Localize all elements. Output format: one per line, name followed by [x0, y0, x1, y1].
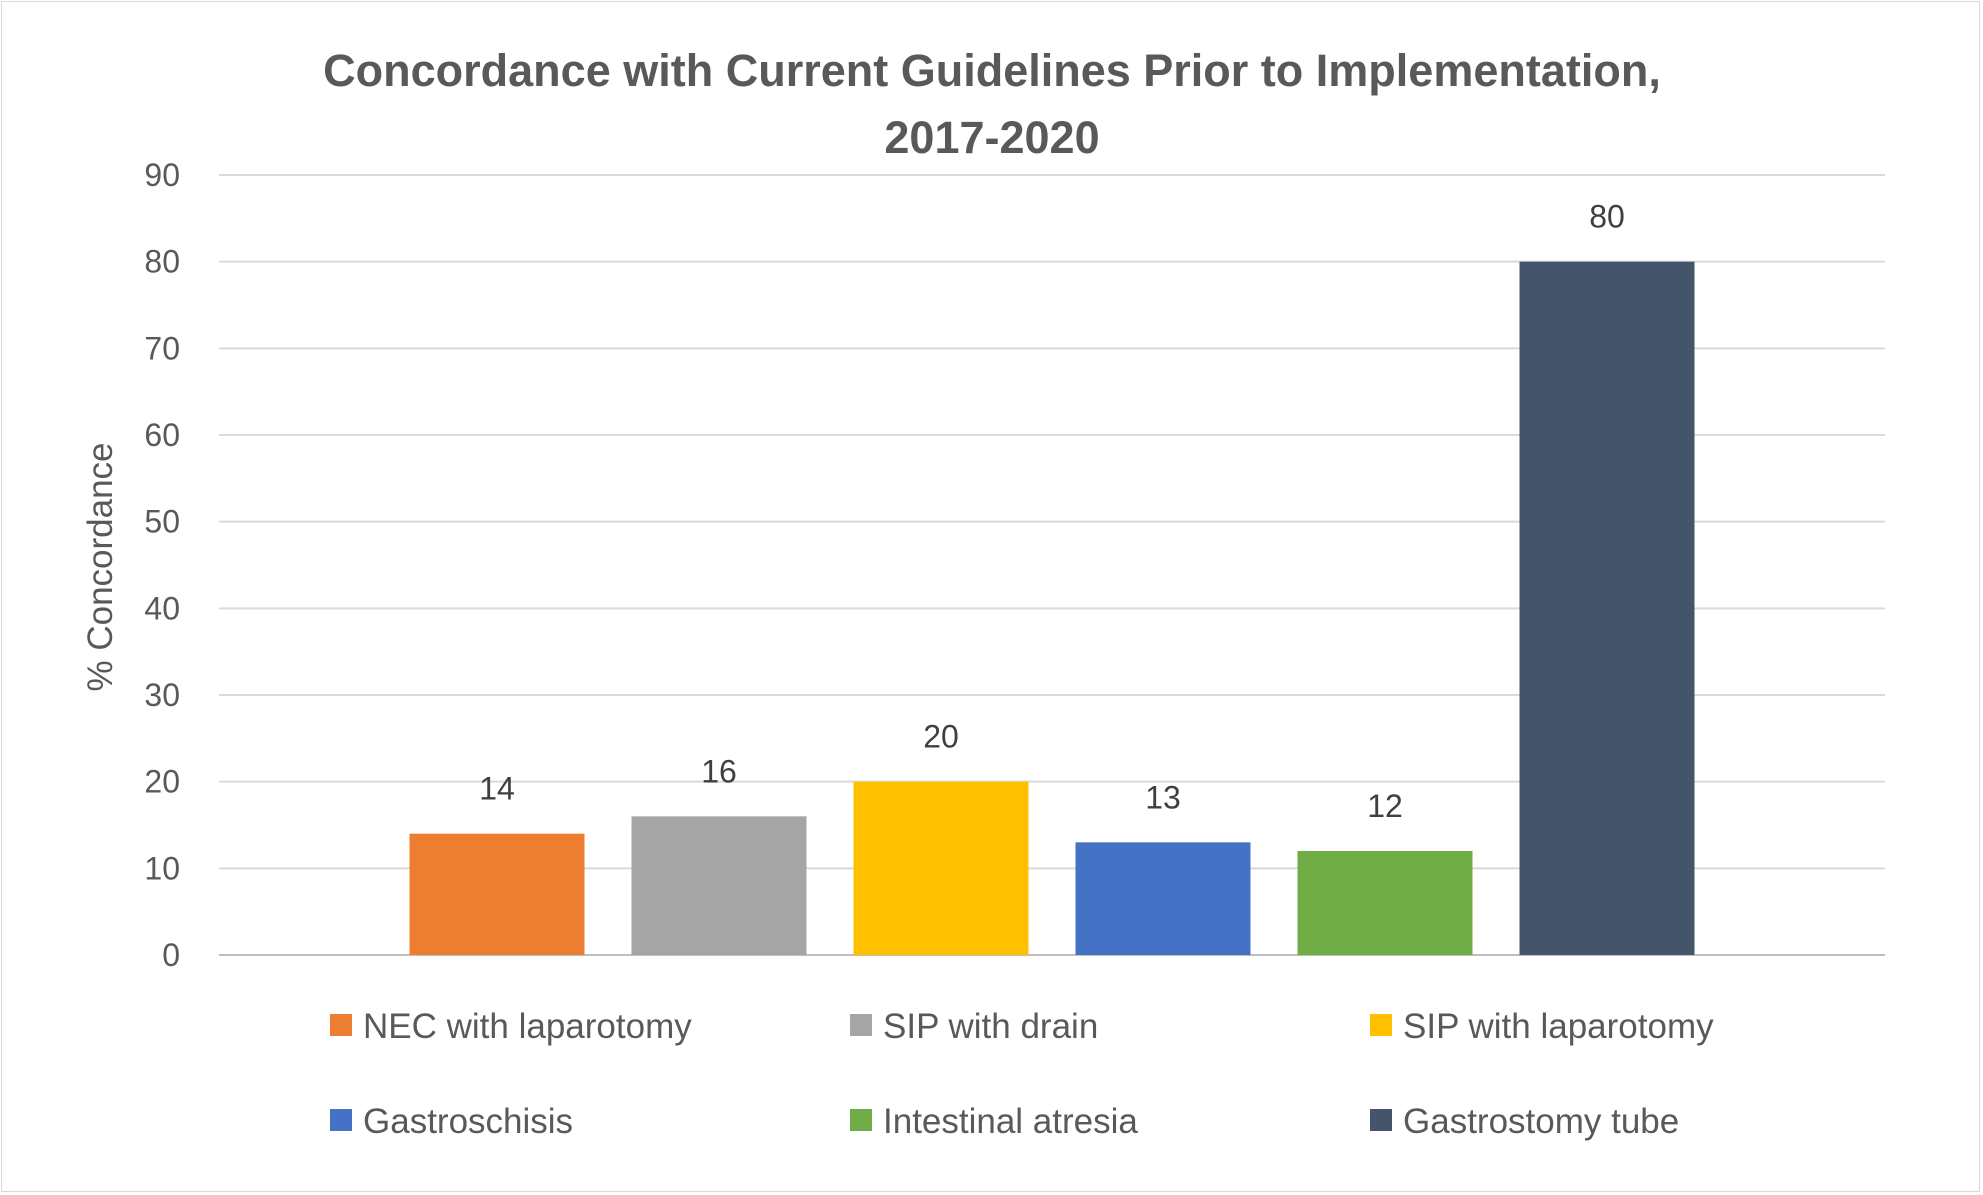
y-axis-ticks: 0 10 20 30 40 50 60 70 80 90: [144, 157, 180, 973]
legend-label: NEC with laparotomy: [363, 1007, 692, 1046]
y-tick-label: 90: [144, 157, 180, 193]
legend-swatch: [850, 1109, 872, 1131]
data-label: 20: [923, 719, 959, 755]
y-tick-label: 80: [144, 244, 180, 280]
y-tick-label: 50: [144, 504, 180, 540]
legend-label: Intestinal atresia: [883, 1102, 1138, 1141]
bar-gastrostomy-tube: [1519, 261, 1695, 956]
legend-swatch: [330, 1109, 352, 1131]
y-tick-label: 10: [144, 850, 180, 886]
data-label: 13: [1145, 779, 1181, 815]
legend-label: Gastroschisis: [363, 1102, 573, 1141]
y-tick-label: 0: [162, 937, 180, 973]
legend-label: Gastrostomy tube: [1403, 1102, 1679, 1141]
bar-intestinal-atresia: [1297, 851, 1473, 955]
y-axis-title: % Concordance: [81, 442, 120, 691]
chart-title-line-1: Concordance with Current Guidelines Prio…: [323, 45, 1661, 96]
data-labels: 14 16 20 13 12 80: [479, 199, 1625, 824]
data-label: 80: [1589, 199, 1625, 235]
legend-swatch: [850, 1014, 872, 1036]
bars: [409, 261, 1695, 956]
legend: NEC with laparotomy SIP with drain SIP wit…: [330, 1007, 1714, 1141]
y-tick-label: 40: [144, 590, 180, 626]
data-label: 14: [479, 771, 515, 807]
legend-swatch: [1370, 1014, 1392, 1036]
legend-swatch: [330, 1014, 352, 1036]
data-label: 12: [1367, 788, 1403, 824]
legend-label: SIP with drain: [883, 1007, 1098, 1046]
data-label: 16: [701, 753, 737, 789]
legend-label: SIP with laparotomy: [1403, 1007, 1714, 1046]
y-tick-label: 30: [144, 677, 180, 713]
bar-sip-with-laparotomy: [853, 781, 1029, 955]
y-tick-label: 70: [144, 330, 180, 366]
bar-sip-with-drain: [631, 816, 807, 955]
chart-title-line-2: 2017-2020: [884, 112, 1099, 163]
y-tick-label: 20: [144, 764, 180, 800]
legend-swatch: [1370, 1109, 1392, 1131]
bar-nec-with-laparotomy: [409, 833, 585, 955]
bar-gastroschisis: [1075, 842, 1251, 955]
y-tick-label: 60: [144, 417, 180, 453]
